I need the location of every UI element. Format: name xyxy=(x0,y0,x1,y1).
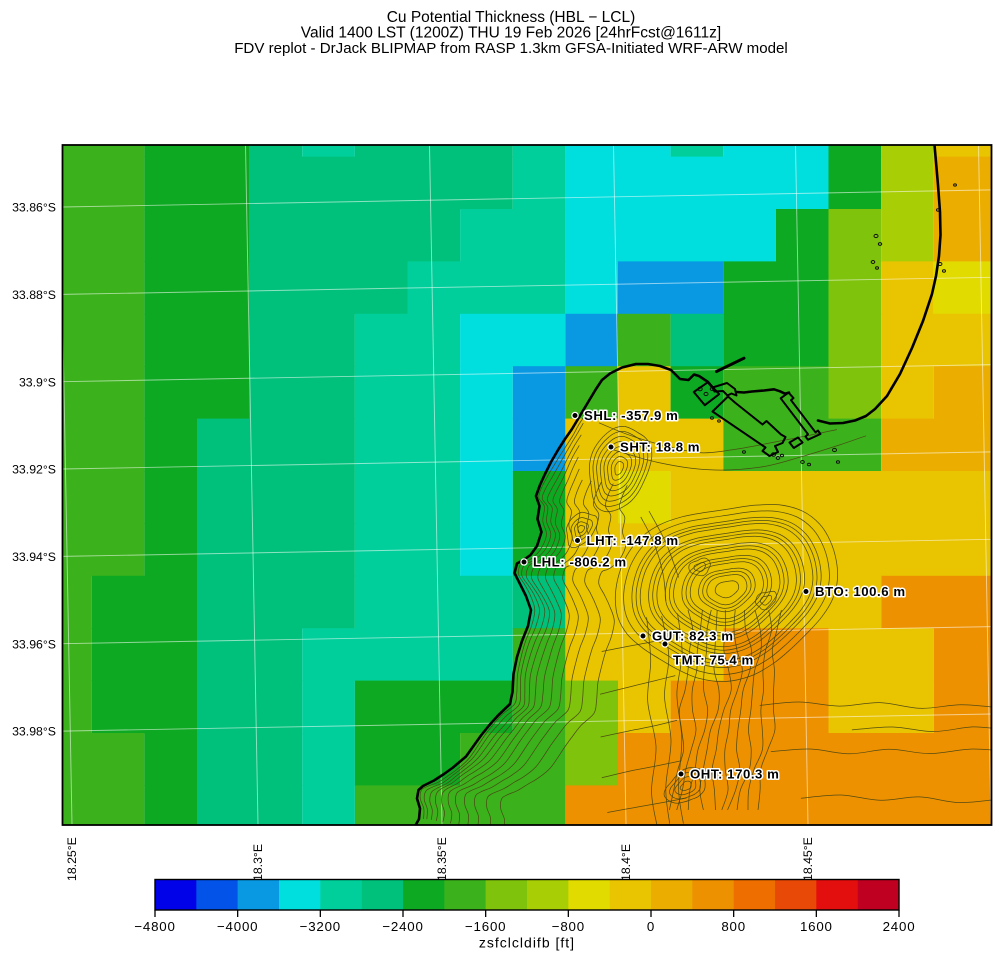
svg-text:18.45°E: 18.45°E xyxy=(801,837,815,881)
svg-text:−4000: −4000 xyxy=(217,919,258,934)
svg-text:−2400: −2400 xyxy=(382,919,423,934)
svg-text:18.3°E: 18.3°E xyxy=(251,844,265,881)
svg-text:FDV replot - DrJack BLIPMAP fr: FDV replot - DrJack BLIPMAP from RASP 1.… xyxy=(234,40,788,57)
svg-text:SHL: -357.9 m: SHL: -357.9 m xyxy=(584,408,678,423)
svg-text:18.25°E: 18.25°E xyxy=(65,837,79,881)
svg-text:OHT: 170.3 m: OHT: 170.3 m xyxy=(690,767,779,782)
svg-text:33.98°S: 33.98°S xyxy=(12,725,56,739)
svg-text:−3200: −3200 xyxy=(300,919,341,934)
svg-text:0: 0 xyxy=(647,919,655,934)
svg-text:−1600: −1600 xyxy=(465,919,506,934)
svg-text:2400: 2400 xyxy=(883,919,916,934)
svg-text:800: 800 xyxy=(721,919,746,934)
svg-text:18.35°E: 18.35°E xyxy=(435,837,449,881)
svg-text:GUT: 82.3 m: GUT: 82.3 m xyxy=(652,629,734,644)
svg-text:33.92°S: 33.92°S xyxy=(12,463,56,477)
svg-text:1600: 1600 xyxy=(800,919,833,934)
svg-text:LHT: -147.8 m: LHT: -147.8 m xyxy=(587,533,679,548)
svg-text:SHT: 18.8 m: SHT: 18.8 m xyxy=(620,440,700,455)
svg-text:33.96°S: 33.96°S xyxy=(12,637,56,651)
svg-text:33.86°S: 33.86°S xyxy=(12,201,56,215)
svg-text:−800: −800 xyxy=(552,919,585,934)
svg-text:33.94°S: 33.94°S xyxy=(12,550,56,564)
svg-text:−4800: −4800 xyxy=(134,919,175,934)
svg-text:TMT: 75.4 m: TMT: 75.4 m xyxy=(673,653,754,668)
svg-text:33.9°S: 33.9°S xyxy=(19,375,56,389)
svg-text:Cu Potential Thickness (HBL −: Cu Potential Thickness (HBL − LCL) xyxy=(387,9,636,26)
svg-text:LHL: -806.2 m: LHL: -806.2 m xyxy=(533,555,627,570)
svg-text:33.88°S: 33.88°S xyxy=(12,288,56,302)
svg-text:BTO: 100.6 m: BTO: 100.6 m xyxy=(815,584,906,599)
svg-text:Valid 1400 LST (1200Z) THU 19: Valid 1400 LST (1200Z) THU 19 Feb 2026 [… xyxy=(301,25,721,42)
svg-text:18.4°E: 18.4°E xyxy=(619,844,633,881)
svg-text:zsfclcldifb [ft]: zsfclcldifb [ft] xyxy=(479,935,575,951)
